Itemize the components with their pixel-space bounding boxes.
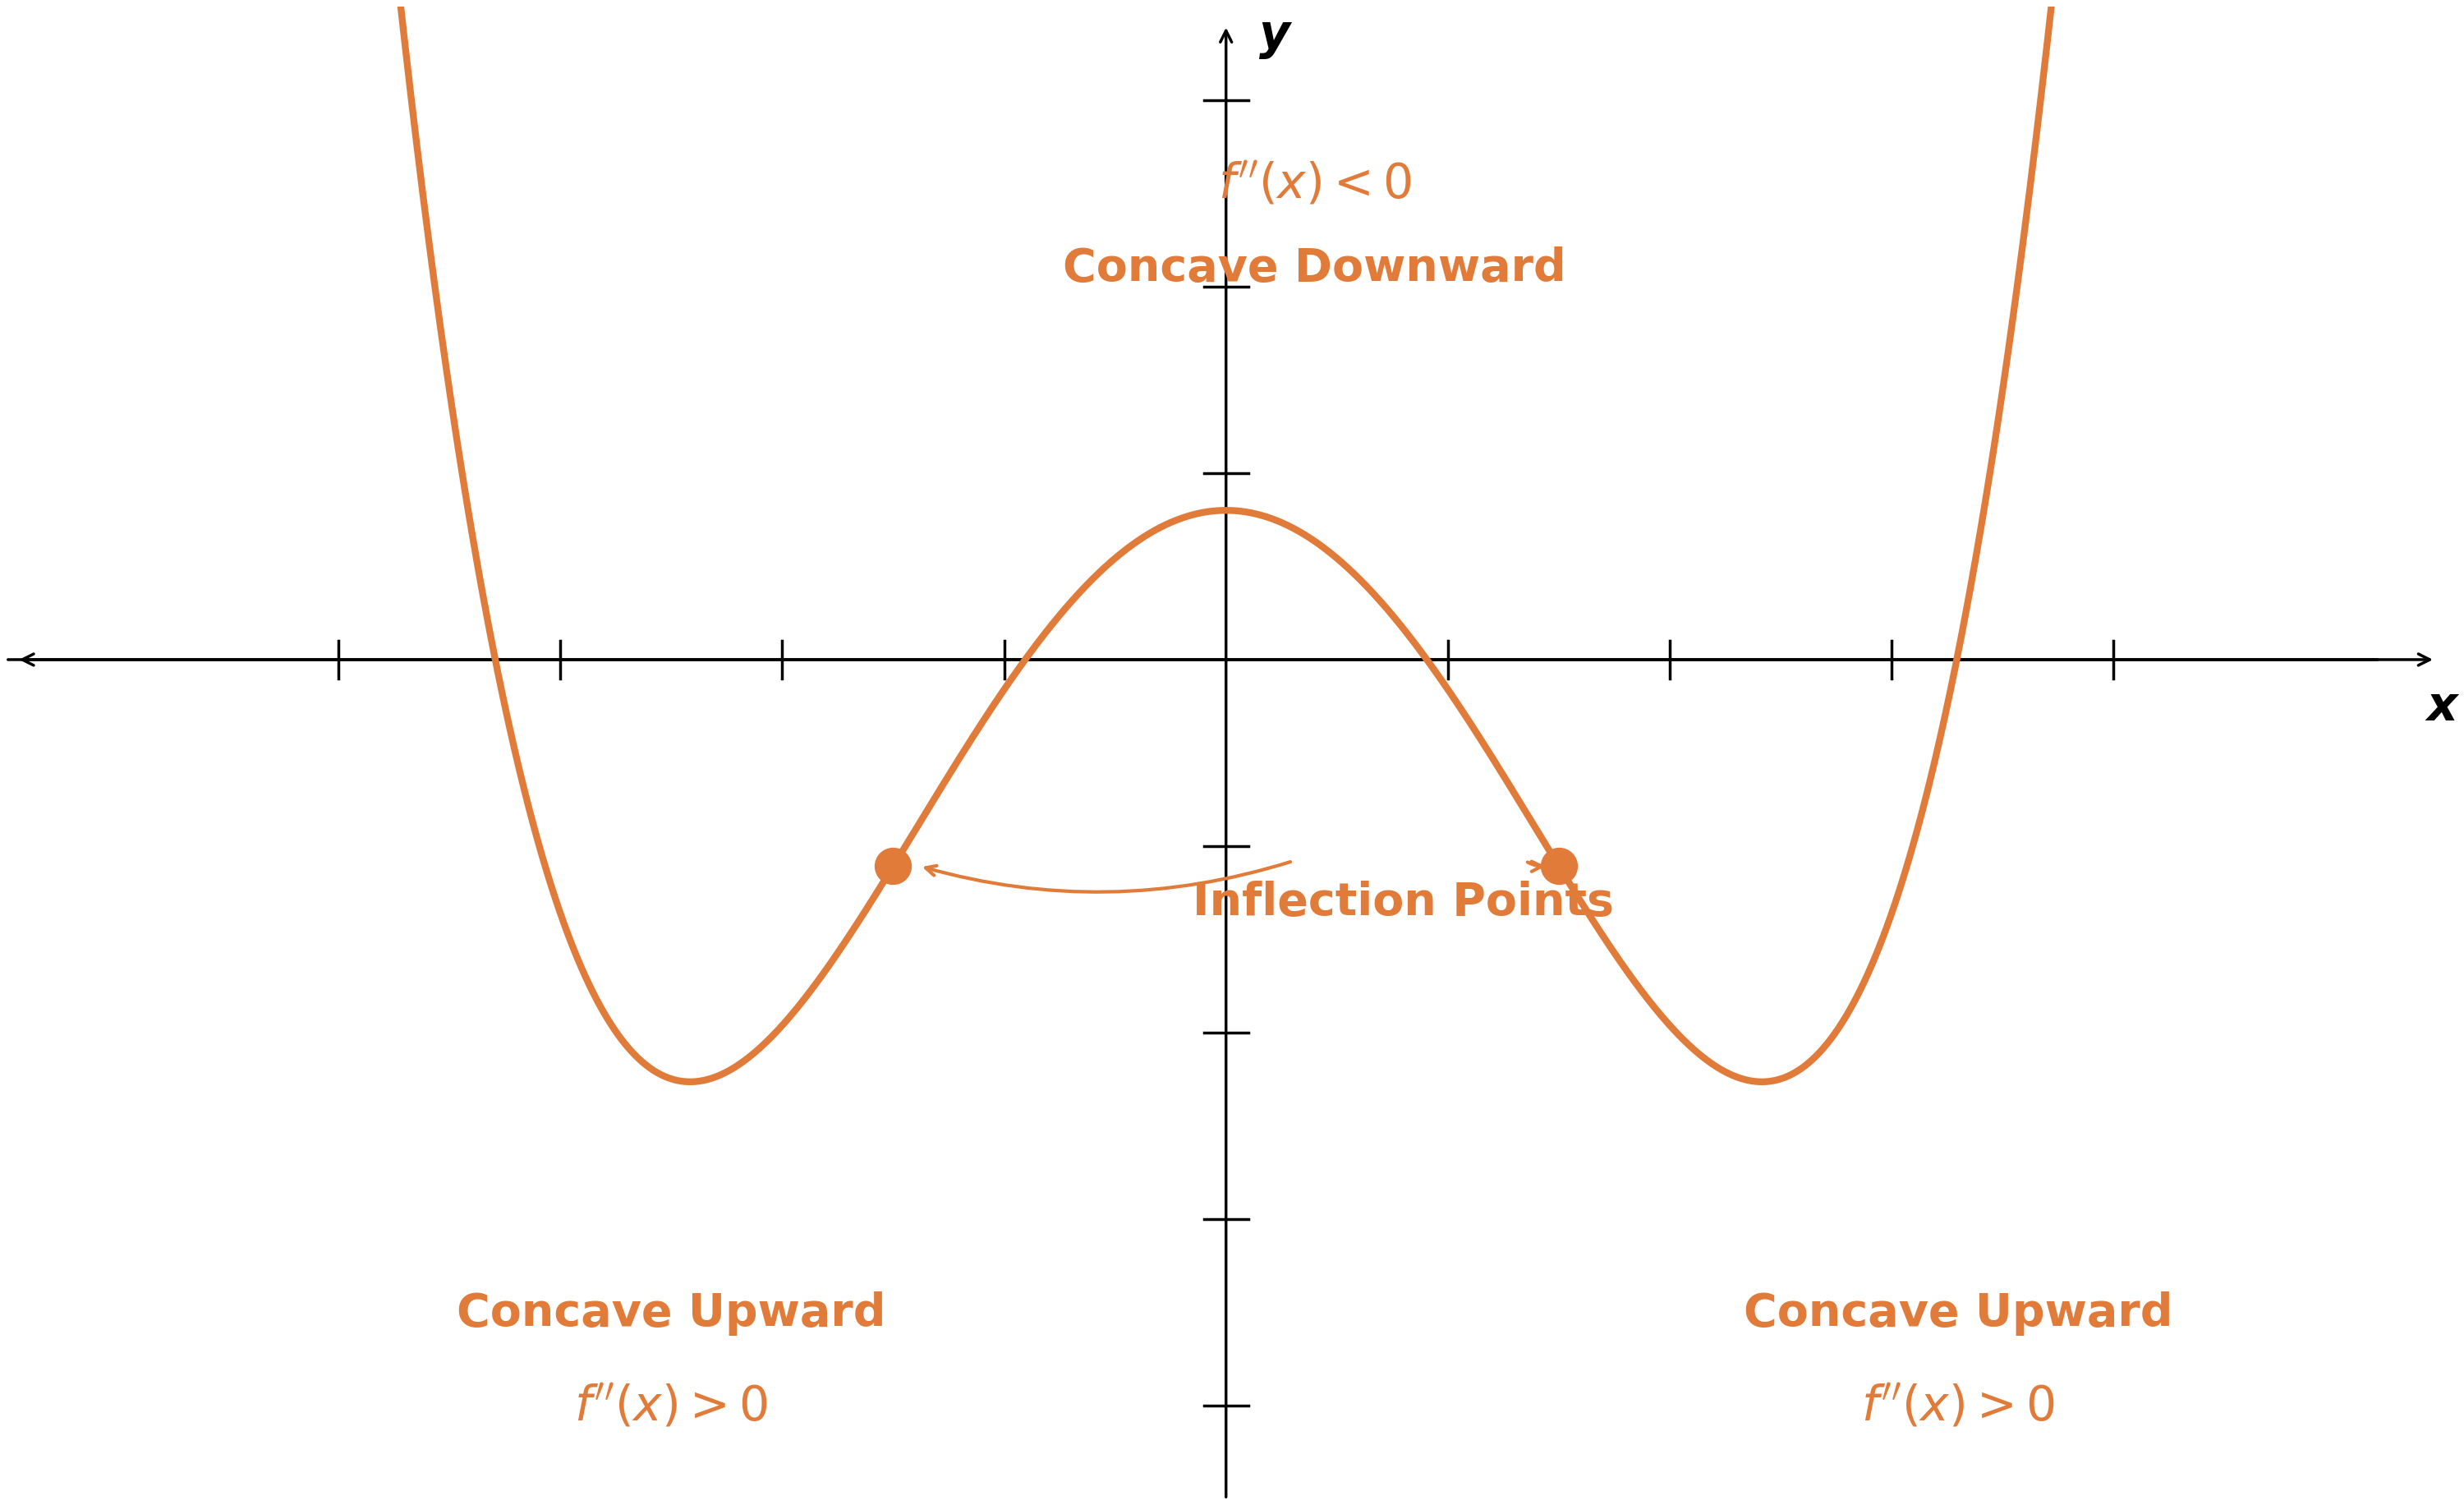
Text: Inflection Points: Inflection Points	[1193, 880, 1614, 924]
Text: y: y	[1259, 12, 1291, 59]
Text: $f''(x) > 0$: $f''(x) > 0$	[1860, 1383, 2055, 1430]
Text: x: x	[2427, 683, 2457, 730]
Text: Concave Upward: Concave Upward	[1745, 1291, 2173, 1335]
Text: $f''(x) > 0$: $f''(x) > 0$	[574, 1383, 769, 1430]
Text: Concave Upward: Concave Upward	[456, 1291, 887, 1335]
Point	[1540, 855, 1579, 879]
Point	[872, 855, 912, 879]
Text: $f''(x) < 0$: $f''(x) < 0$	[1217, 161, 1412, 208]
Text: Concave Downward: Concave Downward	[1062, 247, 1567, 290]
